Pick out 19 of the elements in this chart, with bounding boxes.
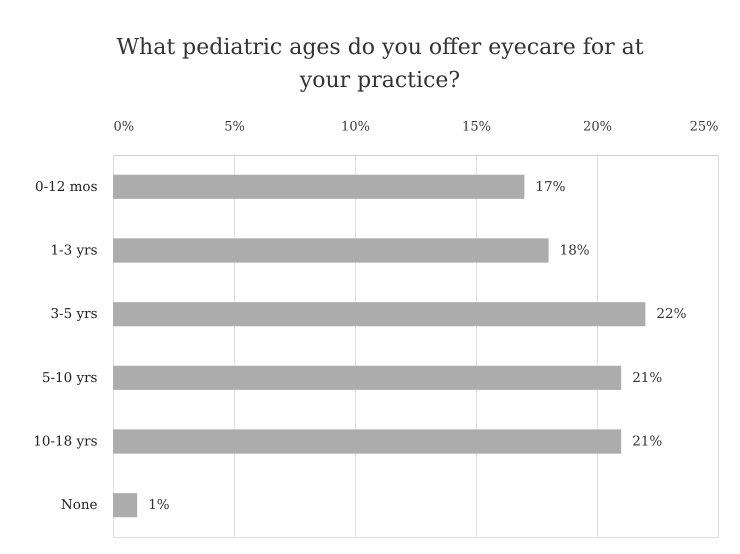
x-tick-label: 5% [224, 120, 245, 134]
x-tick-label: 25% [690, 120, 718, 134]
data-label: 17% [535, 178, 566, 195]
x-tick-label: 15% [462, 120, 491, 134]
data-label: 18% [560, 242, 590, 258]
data-label: 22% [656, 306, 687, 322]
x-tick-label: 10% [341, 120, 370, 134]
chart-title: What pediatric ages do you offer eyecare for at your practice? [116, 35, 644, 93]
y-tick-label: 3-5 yrs [50, 306, 98, 322]
y-tick-label: 1-3 yrs [50, 242, 98, 258]
data-label: 21% [632, 434, 662, 450]
x-tick-label: 20% [583, 120, 612, 134]
y-tick-label: 5-10 yrs [42, 370, 98, 386]
x-tick-label: 0% [114, 120, 134, 134]
data-label: 1% [148, 497, 170, 514]
y-tick-label: 0-12 mos [35, 178, 98, 195]
y-tick-label: None [60, 497, 98, 514]
y-tick-label: 10-18 yrs [33, 434, 98, 450]
data-label: 21% [632, 370, 662, 386]
